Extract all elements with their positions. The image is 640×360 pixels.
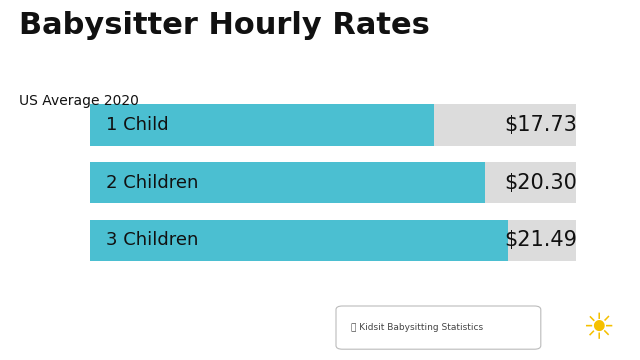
Text: Babysitter Hourly Rates: Babysitter Hourly Rates <box>19 11 430 40</box>
Text: 2 Children: 2 Children <box>106 174 198 192</box>
Text: US Average 2020: US Average 2020 <box>19 94 139 108</box>
Text: $21.49: $21.49 <box>504 230 577 250</box>
Text: $17.73: $17.73 <box>504 115 577 135</box>
Text: 🔍 Kidsit Babysitting Statistics: 🔍 Kidsit Babysitting Statistics <box>351 323 483 332</box>
Text: 3 Children: 3 Children <box>106 231 198 249</box>
FancyBboxPatch shape <box>336 306 541 349</box>
Text: 1 Child: 1 Child <box>106 116 168 134</box>
Text: $20.30: $20.30 <box>504 173 577 193</box>
Text: ☀: ☀ <box>582 312 614 346</box>
